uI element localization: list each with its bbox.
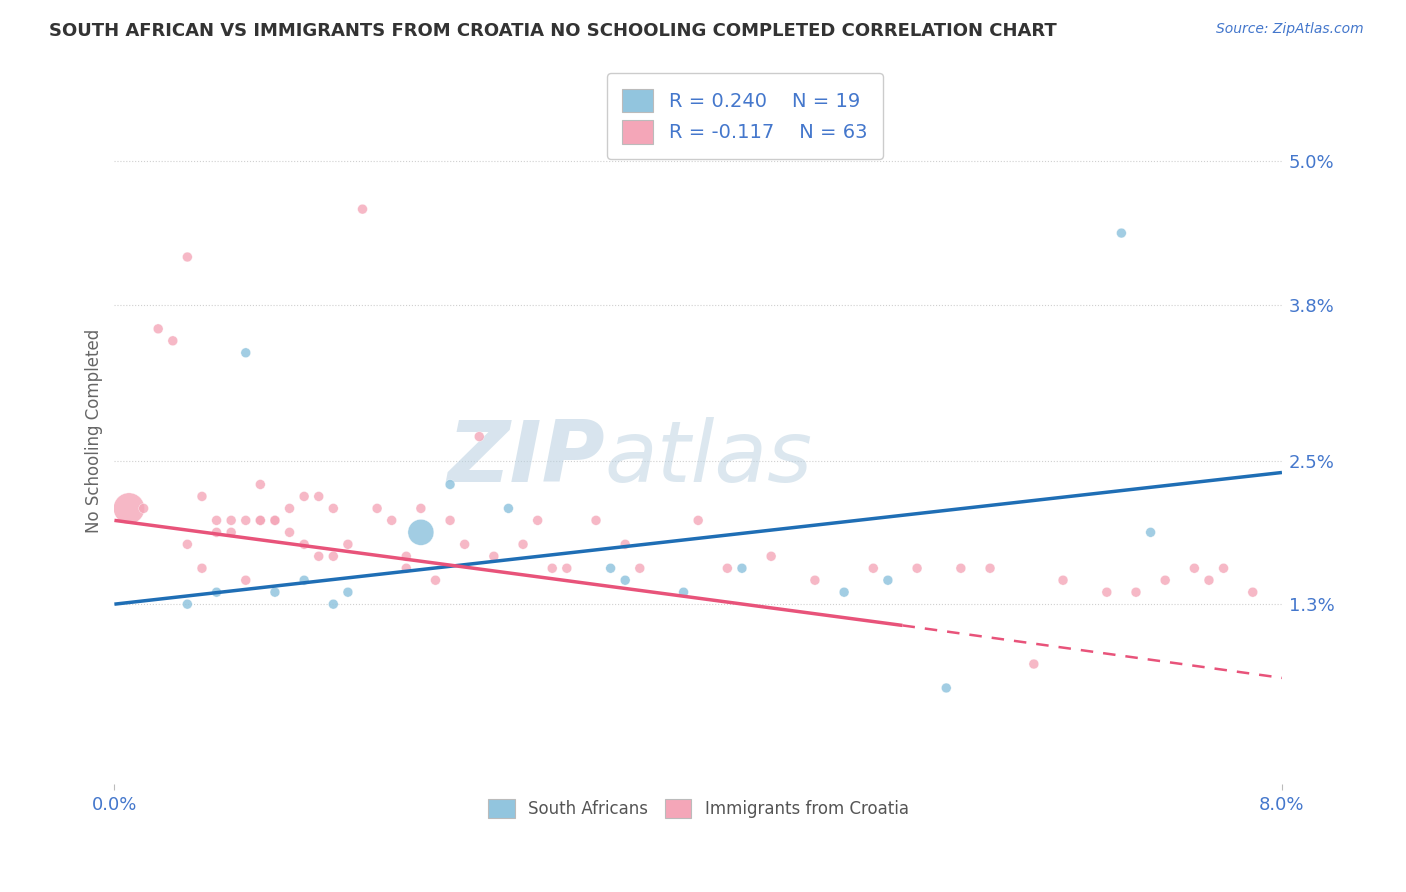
Point xyxy=(409,525,432,540)
Point xyxy=(352,202,374,216)
Point xyxy=(935,681,957,695)
Point xyxy=(322,501,344,516)
Point xyxy=(498,501,520,516)
Point xyxy=(278,525,301,540)
Point xyxy=(322,549,344,564)
Point xyxy=(176,537,198,551)
Point xyxy=(205,513,228,527)
Point xyxy=(292,537,315,551)
Point xyxy=(541,561,564,575)
Point xyxy=(628,561,651,575)
Point xyxy=(1139,525,1161,540)
Point xyxy=(614,573,637,587)
Point xyxy=(132,501,155,516)
Point xyxy=(264,585,287,599)
Point xyxy=(453,537,475,551)
Point xyxy=(1052,573,1074,587)
Point xyxy=(249,513,271,527)
Point xyxy=(264,513,287,527)
Point xyxy=(366,501,388,516)
Point xyxy=(336,585,359,599)
Point xyxy=(512,537,534,551)
Point xyxy=(585,513,607,527)
Point xyxy=(759,549,782,564)
Point xyxy=(249,513,271,527)
Point xyxy=(716,561,738,575)
Point xyxy=(336,537,359,551)
Point xyxy=(409,501,432,516)
Point xyxy=(249,477,271,491)
Point xyxy=(235,345,257,359)
Point xyxy=(468,429,491,443)
Point xyxy=(1111,226,1133,240)
Point xyxy=(219,513,242,527)
Point xyxy=(235,573,257,587)
Point xyxy=(526,513,548,527)
Point xyxy=(395,549,418,564)
Point xyxy=(555,561,578,575)
Point xyxy=(439,477,461,491)
Text: SOUTH AFRICAN VS IMMIGRANTS FROM CROATIA NO SCHOOLING COMPLETED CORRELATION CHAR: SOUTH AFRICAN VS IMMIGRANTS FROM CROATIA… xyxy=(49,22,1057,40)
Point xyxy=(1241,585,1264,599)
Point xyxy=(264,513,287,527)
Point xyxy=(482,549,505,564)
Point xyxy=(381,513,404,527)
Point xyxy=(205,525,228,540)
Point xyxy=(191,490,214,504)
Point xyxy=(979,561,1001,575)
Point xyxy=(176,250,198,264)
Point xyxy=(278,501,301,516)
Point xyxy=(877,573,900,587)
Point xyxy=(1212,561,1234,575)
Point xyxy=(425,573,447,587)
Point xyxy=(148,322,170,336)
Point xyxy=(949,561,972,575)
Point xyxy=(235,513,257,527)
Point xyxy=(731,561,754,575)
Point xyxy=(672,585,695,599)
Point xyxy=(614,537,637,551)
Point xyxy=(292,573,315,587)
Point xyxy=(905,561,928,575)
Point xyxy=(1095,585,1118,599)
Point xyxy=(1198,573,1220,587)
Point xyxy=(439,513,461,527)
Point xyxy=(118,501,141,516)
Point xyxy=(599,561,621,575)
Point xyxy=(308,549,330,564)
Point xyxy=(804,573,827,587)
Point xyxy=(308,490,330,504)
Point xyxy=(292,490,315,504)
Point xyxy=(162,334,184,348)
Legend: South Africans, Immigrants from Croatia: South Africans, Immigrants from Croatia xyxy=(481,792,915,825)
Point xyxy=(832,585,855,599)
Point xyxy=(395,561,418,575)
Point xyxy=(219,525,242,540)
Point xyxy=(688,513,710,527)
Text: Source: ZipAtlas.com: Source: ZipAtlas.com xyxy=(1216,22,1364,37)
Point xyxy=(205,585,228,599)
Point xyxy=(176,597,198,611)
Y-axis label: No Schooling Completed: No Schooling Completed xyxy=(86,328,103,533)
Point xyxy=(191,561,214,575)
Point xyxy=(1182,561,1205,575)
Point xyxy=(1022,657,1045,671)
Point xyxy=(1125,585,1147,599)
Point xyxy=(1154,573,1177,587)
Point xyxy=(862,561,884,575)
Text: atlas: atlas xyxy=(605,417,813,500)
Point xyxy=(322,597,344,611)
Text: ZIP: ZIP xyxy=(447,417,605,500)
